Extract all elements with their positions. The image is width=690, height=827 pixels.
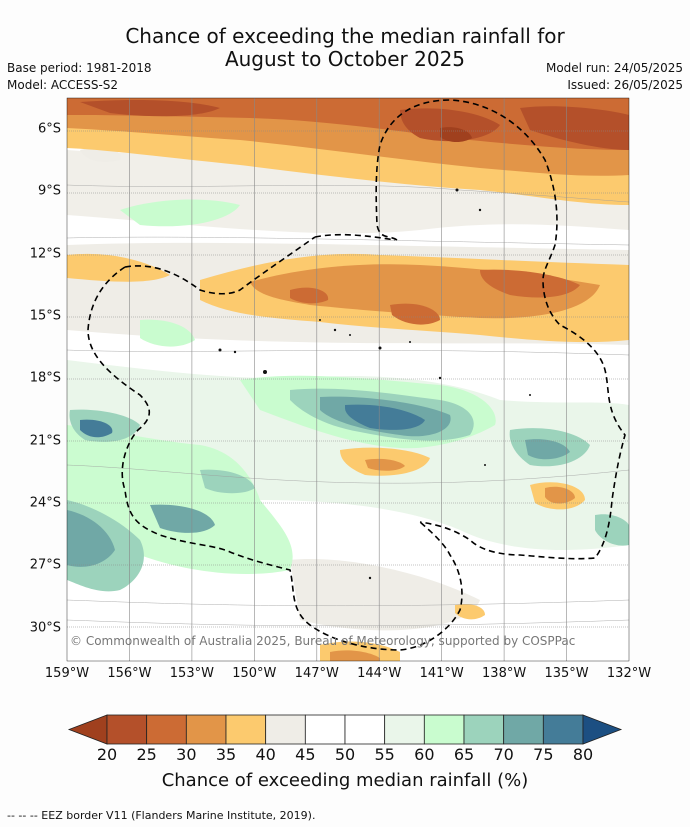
lon-label: 132°W [606,666,652,681]
lat-label: 9°S [37,183,61,199]
colorbar-tick-label: 55 [374,745,395,764]
colorbar-over-arrow [582,714,623,745]
lat-label: 21°S [29,433,61,449]
lon-label: 153°W [169,666,214,681]
issued-date: Issued: 26/05/2025 [567,78,683,92]
lat-label: 6°S [37,121,61,137]
colorbar [67,714,623,745]
meta-left: Base period: 1981-2018 Model: ACCESS-S2 [7,60,152,94]
colorbar-tick-label: 45 [295,745,316,764]
lon-label: 150°W [232,666,277,681]
colorbar-tick-label: 30 [176,745,197,764]
colorbar-bin [423,714,465,745]
colorbar-bin [304,714,346,745]
title-line1: Chance of exceeding the median rainfall … [125,24,565,48]
colorbar-bin [384,714,425,745]
dry-shading [67,98,629,661]
title-line2: August to October 2025 [224,47,466,71]
graticule [67,130,629,628]
lat-label: 24°S [29,495,61,511]
meta-right: Model run: 24/05/2025 Issued: 26/05/2025 [546,60,683,94]
lon-label: 138°W [482,666,527,681]
lat-label: 12°S [29,246,61,262]
colorbar-tick-label: 20 [96,745,118,764]
lat-label: 27°S [29,557,61,573]
lon-label: 141°W [419,666,464,681]
contour-lines [67,184,629,627]
colorbar-bin [542,714,584,745]
lon-label: 147°W [294,666,339,681]
lat-label: 30°S [29,620,61,636]
colorbar-bin [344,714,386,745]
eez-footnote: -- -- -- EEZ border V11 (Flanders Marine… [7,809,316,822]
colorbar-tick-label: 70 [493,745,514,764]
colorbar-tick-label: 50 [334,745,356,764]
colorbar-tick-label: 80 [572,745,594,764]
eez-border-lines [87,99,626,651]
colorbar-bin [185,714,227,745]
lat-label: 15°S [29,308,61,324]
lon-label: 159°W [44,666,90,681]
colorbar-tick-label: 35 [215,745,237,764]
colorbar-bin [106,714,148,745]
model-run: Model run: 24/05/2025 [545,61,683,75]
colorbar-bin [146,714,187,745]
colorbar-under-arrow [67,714,108,745]
colorbar-label: Chance of exceeding median rainfall (%) [161,770,529,791]
colorbar-bin [225,714,267,745]
colorbar-tick-label: 75 [533,745,554,764]
map-frame [66,97,630,662]
copyright-text: © Commonwealth of Australia 2025, Bureau… [70,634,576,648]
lon-label: 144°W [357,666,402,681]
lat-label: 18°S [29,370,61,386]
colorbar-bin [265,714,306,745]
meridians [129,98,567,661]
lon-label: 135°W [544,666,589,681]
base-period: Base period: 1981-2018 [7,61,152,75]
colorbar-bin [503,714,544,745]
lon-label: 156°W [107,666,152,681]
colorbar-tick-label: 40 [255,745,276,764]
map-fields [67,98,629,661]
colorbar-bin [463,714,505,745]
model-name: Model: ACCESS-S2 [7,78,119,92]
colorbar-tick-label: 65 [453,745,475,764]
islands [218,188,531,580]
colorbar-tick-label: 25 [136,745,157,764]
colorbar-tick-label: 60 [414,745,435,764]
